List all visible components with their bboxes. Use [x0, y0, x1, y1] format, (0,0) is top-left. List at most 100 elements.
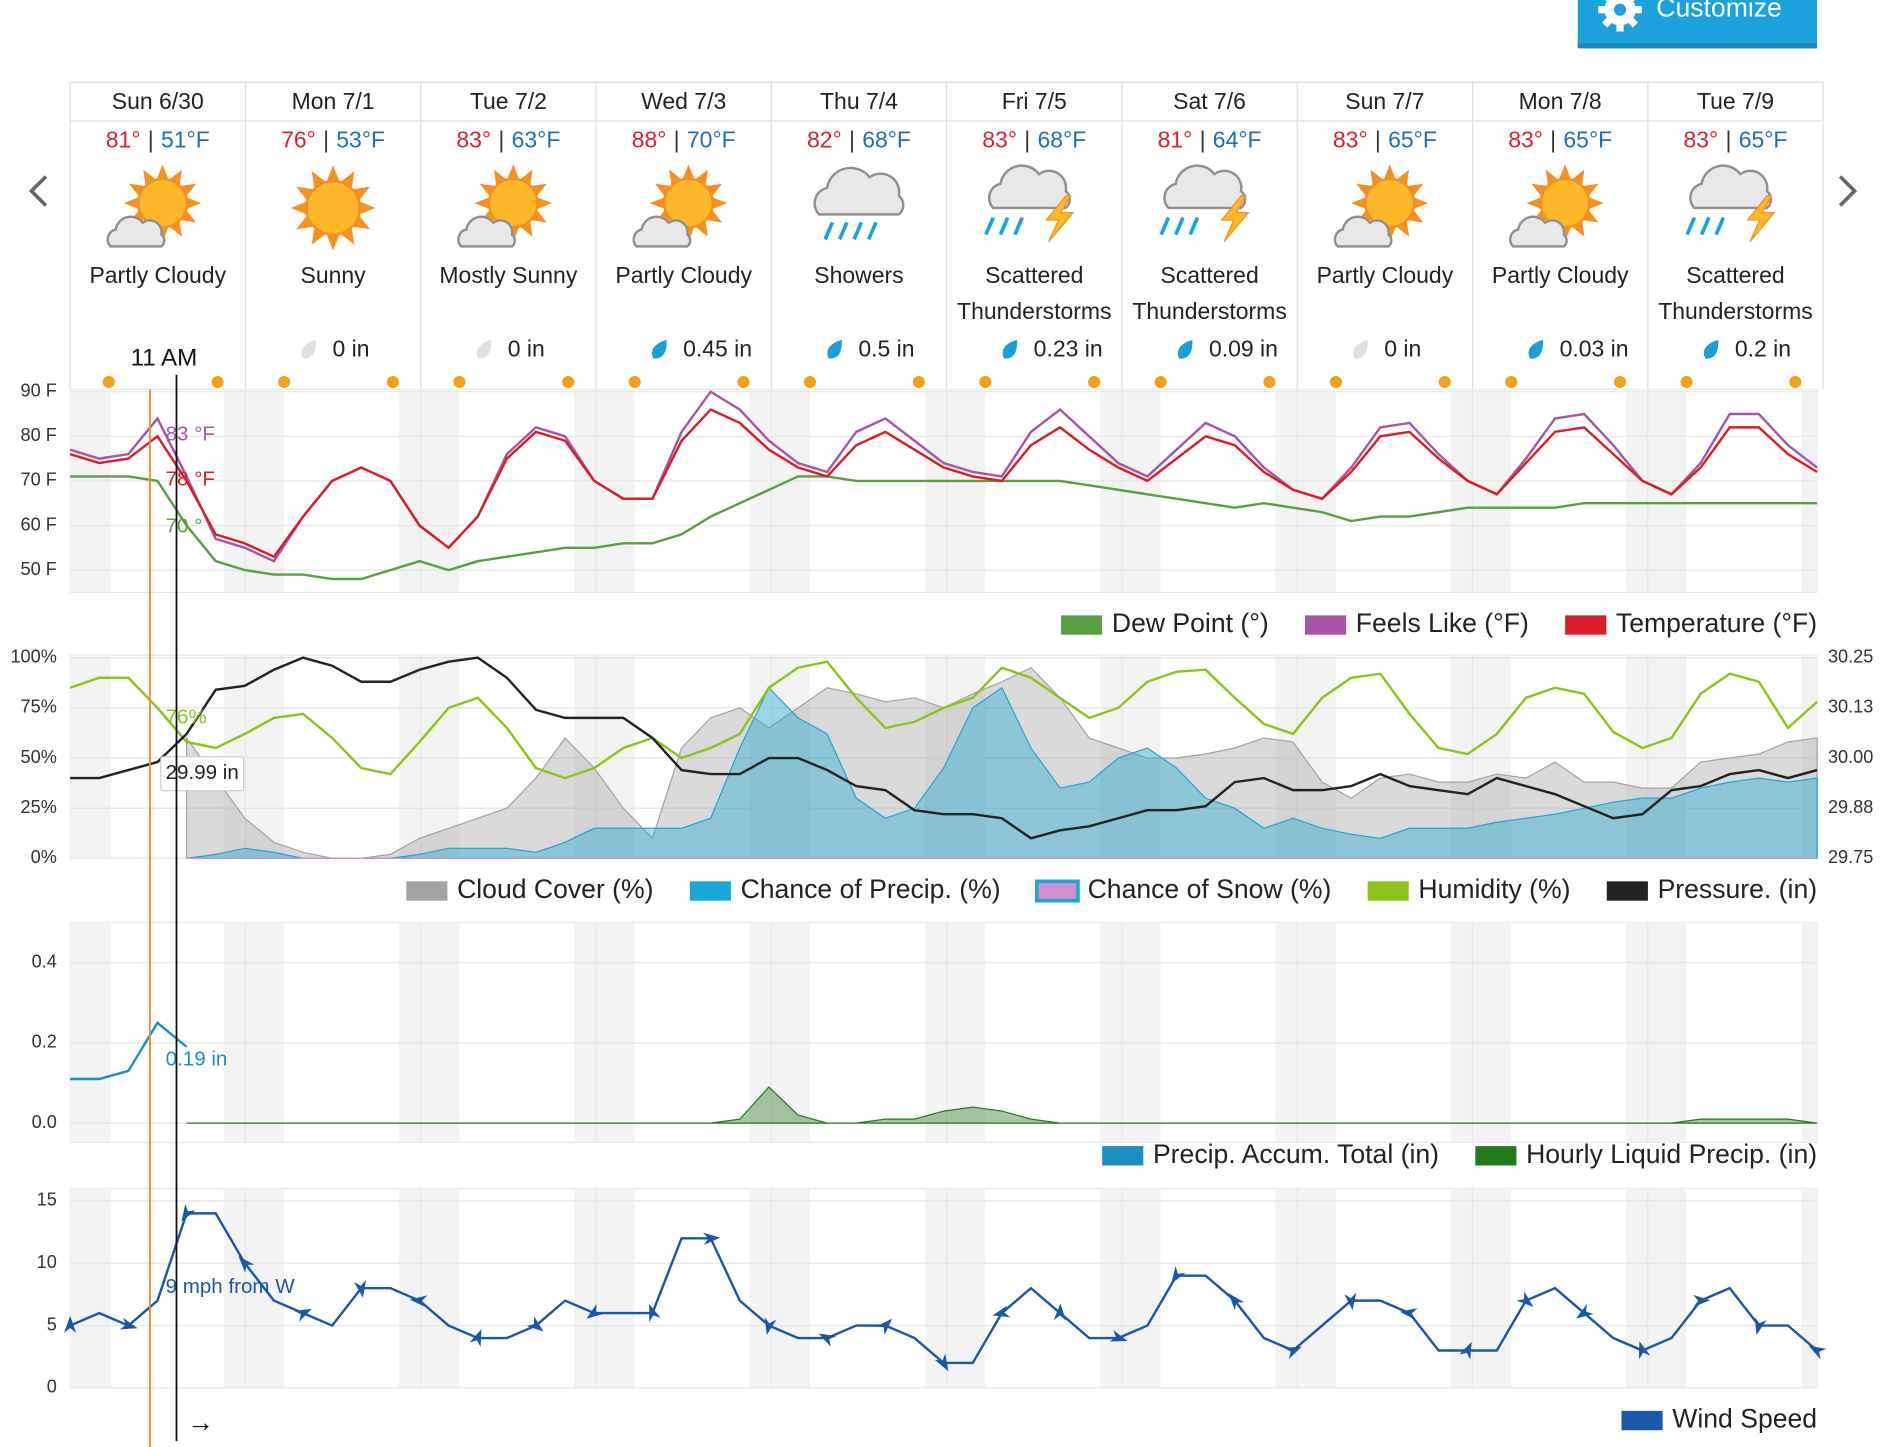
- low-temp: 51°F: [161, 127, 210, 153]
- low-temp: 53°F: [336, 127, 385, 153]
- sun-ray: [181, 210, 197, 223]
- sun-ray: [143, 169, 156, 185]
- condition: Scattered Thunderstorms: [1658, 263, 1813, 326]
- hover-label: 76%: [166, 706, 207, 729]
- day-date: Sun 6/30: [112, 88, 204, 114]
- high-temp: 83°: [1508, 127, 1543, 153]
- day-date: Sat 7/6: [1173, 88, 1246, 114]
- sun-dot: [453, 375, 466, 389]
- sun-ray: [311, 171, 325, 188]
- high-temp: 76°: [281, 127, 316, 153]
- night-band: [398, 655, 460, 859]
- tick-label: 25%: [21, 797, 57, 817]
- separator: |: [148, 127, 154, 153]
- chart: 15 10 5 0 Wind Speed 9 mph from W: [37, 1187, 1827, 1434]
- legend-swatch: [1367, 881, 1409, 901]
- legend-label: Precip. Accum. Total (in): [1153, 1139, 1439, 1169]
- sun-dot: [102, 375, 115, 389]
- night-band: [574, 389, 635, 593]
- legend-label: Humidity (%): [1418, 874, 1570, 904]
- sun-ray: [1397, 221, 1410, 237]
- wind-arrow: [1576, 1304, 1594, 1319]
- weather-icon: [1333, 164, 1429, 248]
- prev-arrow[interactable]: [28, 175, 48, 207]
- customize-label[interactable]: Customize: [1656, 0, 1782, 23]
- gear-icon: [1598, 0, 1642, 32]
- separator: |: [1725, 127, 1731, 153]
- night-band: [1275, 1188, 1336, 1388]
- sun-ray: [1572, 221, 1585, 237]
- series-area: [186, 686, 1818, 859]
- legend-label: Feels Like (°F): [1356, 608, 1529, 638]
- tick-label: 0.2: [32, 1032, 57, 1052]
- sun-ray: [713, 197, 728, 209]
- sun-ray: [707, 183, 723, 196]
- sun-ray: [181, 183, 197, 196]
- precip-drop: [1528, 339, 1544, 359]
- rain: [837, 221, 849, 241]
- condition: Sunny: [300, 263, 366, 289]
- rain: [1174, 216, 1185, 236]
- night-band: [749, 389, 811, 593]
- wind-arrow: [586, 1303, 604, 1319]
- sun-dot: [1329, 375, 1342, 389]
- legend-label: Dew Point (°): [1112, 608, 1269, 638]
- legend-swatch: [406, 881, 448, 901]
- night-band: [1450, 1188, 1512, 1388]
- wind-arrow: [469, 1329, 482, 1348]
- day-temps: 76° | 53°F: [281, 127, 385, 153]
- cloud: [457, 215, 517, 248]
- sun-ray: [696, 169, 708, 185]
- high-temp: 83°: [1333, 127, 1368, 153]
- series-area: [185, 666, 1818, 859]
- tick-label: 5: [47, 1314, 57, 1334]
- night-band: [223, 922, 285, 1143]
- sun-dot: [912, 375, 925, 389]
- sun-ray: [1589, 197, 1604, 209]
- sun-disc: [663, 177, 714, 229]
- precip-amount: 0.45 in: [683, 336, 752, 362]
- next-arrow[interactable]: [1838, 175, 1858, 207]
- bolt: [1220, 195, 1250, 243]
- precip-amount: 0.23 in: [1034, 336, 1103, 362]
- sun-dot: [628, 375, 641, 389]
- night-band: [924, 655, 986, 859]
- series-area: [186, 1086, 1818, 1124]
- wind-arrow: [1228, 1293, 1245, 1311]
- sun-dot: [211, 375, 224, 389]
- wind-arrow: [238, 1256, 255, 1273]
- precip-drop: [1353, 339, 1368, 359]
- night-band: [1801, 1188, 1818, 1388]
- cloud: [1333, 215, 1393, 248]
- sun-ray: [537, 197, 552, 209]
- sun-ray: [531, 183, 547, 196]
- day-table: Sun 6/30 81° | 51°F Mon 7/1 76° | 53°F 0 in Tue 7…: [69, 81, 1824, 390]
- sun-ray: [129, 183, 144, 196]
- sun-disc: [487, 177, 539, 229]
- day-date: Mon 7/1: [292, 88, 375, 114]
- condition: Scattered Thunderstorms: [957, 263, 1112, 326]
- condition: Mostly Sunny: [439, 263, 578, 289]
- series-line: [70, 656, 1818, 840]
- sun-ray: [707, 210, 723, 223]
- separator: |: [674, 127, 680, 153]
- day-temps: 81° | 64°F: [1158, 127, 1262, 153]
- sun-ray: [1351, 197, 1365, 209]
- sun-ray: [669, 169, 681, 185]
- sun-ray: [520, 221, 533, 237]
- rain: [823, 221, 835, 241]
- sun-ray: [311, 228, 325, 245]
- night-band: [1100, 1188, 1161, 1388]
- condition: Partly Cloudy: [1316, 263, 1454, 289]
- night-band: [574, 655, 635, 859]
- hover-label: 9 mph from W: [166, 1275, 296, 1298]
- sun-ray: [326, 165, 340, 181]
- wind-arrow: [1459, 1341, 1472, 1360]
- day-temps: 83° | 65°F: [1508, 127, 1612, 153]
- day-date: Thu 7/4: [820, 88, 898, 114]
- cloud: [1509, 215, 1568, 248]
- sun-dot: [562, 375, 575, 389]
- tick-label: 0%: [31, 847, 57, 867]
- tick-label: 15: [37, 1190, 57, 1210]
- night-band: [223, 389, 285, 593]
